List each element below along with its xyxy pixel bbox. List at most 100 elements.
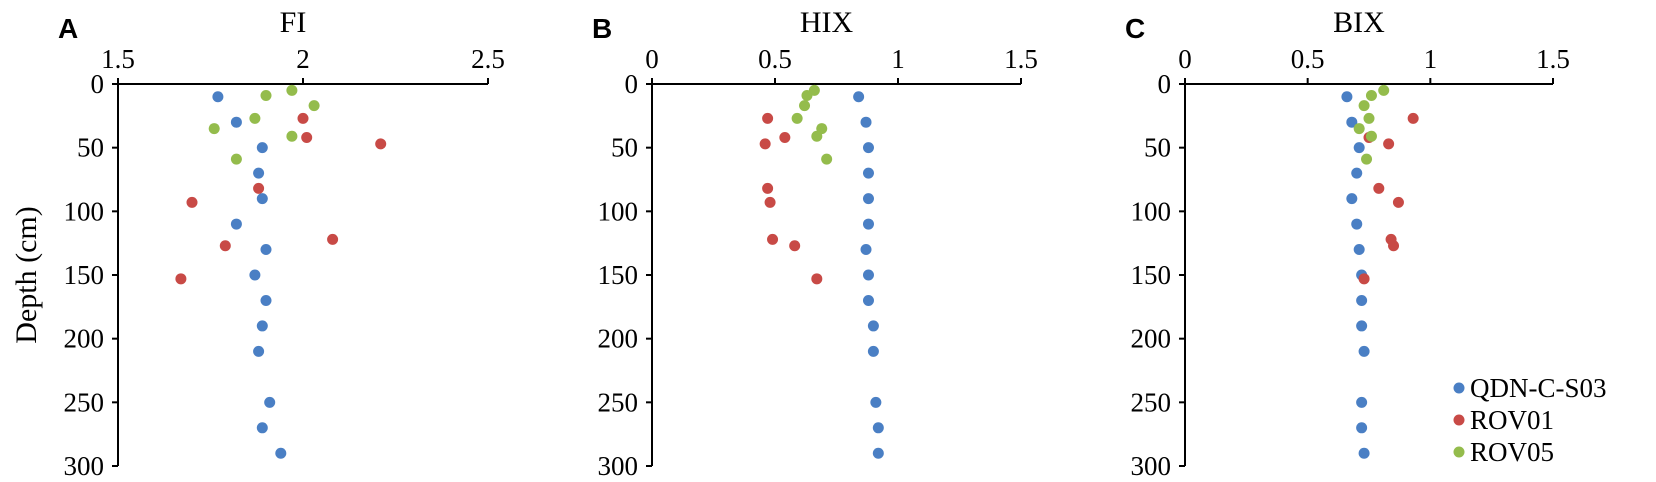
- data-point: [1346, 193, 1358, 205]
- data-point: [375, 138, 387, 150]
- data-point: [208, 123, 220, 135]
- y-tick-label: 100: [64, 196, 105, 226]
- data-point: [872, 422, 884, 434]
- x-tick-label: 1.5: [1536, 44, 1570, 74]
- series-rov05: [1353, 84, 1390, 165]
- data-point: [1365, 130, 1377, 142]
- y-tick-label: 200: [64, 324, 105, 354]
- data-point: [1358, 273, 1370, 285]
- y-tick-label: 250: [598, 387, 639, 417]
- data-point: [862, 218, 874, 230]
- data-point: [1373, 182, 1385, 194]
- data-point: [811, 273, 823, 285]
- x-tick-label: 0: [1178, 44, 1192, 74]
- data-point: [872, 447, 884, 459]
- legend-marker: [1453, 446, 1465, 458]
- data-point: [853, 91, 865, 103]
- data-point: [1388, 240, 1400, 252]
- y-tick-label: 300: [64, 451, 105, 481]
- panel-letter: C: [1125, 13, 1145, 44]
- data-point: [1353, 142, 1365, 154]
- series-qdn-c-s03: [853, 91, 884, 459]
- data-point: [1351, 218, 1363, 230]
- data-point: [1365, 89, 1377, 101]
- data-point: [286, 84, 298, 96]
- series-rov05: [791, 84, 833, 165]
- data-point: [1346, 116, 1358, 128]
- data-point: [1341, 91, 1353, 103]
- y-tick-label: 150: [1131, 260, 1172, 290]
- data-point: [1378, 84, 1390, 96]
- data-point: [260, 294, 272, 306]
- data-point: [862, 167, 874, 179]
- data-point: [264, 396, 276, 408]
- data-point: [1356, 422, 1368, 434]
- data-point: [327, 233, 339, 245]
- data-point: [297, 112, 309, 124]
- panel-c: C BIX 0 0.5 1 1.5 0 50 100 150 200 250 300: [1125, 6, 1570, 481]
- data-point: [1356, 294, 1368, 306]
- data-point: [249, 112, 261, 124]
- data-point: [860, 244, 872, 256]
- data-point: [862, 269, 874, 281]
- data-point: [762, 182, 774, 194]
- data-point: [799, 100, 811, 112]
- data-point: [1351, 167, 1363, 179]
- y-tick-label: 150: [598, 260, 639, 290]
- y-tick-label: 50: [1144, 133, 1171, 163]
- data-point: [212, 91, 224, 103]
- data-point: [253, 182, 265, 194]
- data-point: [1356, 396, 1368, 408]
- y-tick-label: 150: [64, 260, 105, 290]
- data-point: [860, 116, 872, 128]
- series-rov01: [759, 112, 823, 285]
- data-point: [862, 142, 874, 154]
- legend-label: QDN-C-S03: [1470, 373, 1607, 403]
- y-axis-label: Depth (cm): [10, 206, 43, 343]
- data-point: [791, 112, 803, 124]
- data-point: [1392, 196, 1404, 208]
- series-qdn-c-s03: [212, 91, 287, 459]
- data-point: [256, 422, 268, 434]
- y-tick-label: 200: [1131, 324, 1172, 354]
- data-point: [275, 447, 287, 459]
- panel-title: HIX: [800, 6, 854, 39]
- y-tick-label: 200: [598, 324, 639, 354]
- panel-a: A FI 1.5 2 2.5 0 50 100 150 200 250 300: [58, 6, 505, 481]
- panel-title: BIX: [1333, 6, 1385, 39]
- legend-marker: [1453, 382, 1465, 394]
- data-point: [1361, 153, 1373, 165]
- x-tick-label: 0.5: [1291, 44, 1325, 74]
- data-point: [186, 196, 198, 208]
- data-point: [779, 131, 791, 143]
- x-tick-label: 2: [296, 44, 310, 74]
- legend-label: ROV01: [1470, 405, 1554, 435]
- data-point: [811, 130, 823, 142]
- data-point: [256, 193, 268, 205]
- data-point: [862, 294, 874, 306]
- data-point: [256, 320, 268, 332]
- data-point: [1356, 320, 1368, 332]
- data-point: [1363, 112, 1375, 124]
- panel-letter: A: [58, 13, 78, 44]
- data-point: [219, 240, 231, 252]
- y-tick-label: 250: [1131, 387, 1172, 417]
- y-tick-label: 100: [1131, 196, 1172, 226]
- data-point: [249, 269, 261, 281]
- data-point: [260, 244, 272, 256]
- y-tick-label: 250: [64, 387, 105, 417]
- series-rov01: [175, 112, 387, 285]
- x-tick-label: 1.5: [1004, 44, 1038, 74]
- y-tick-label: 300: [598, 451, 639, 481]
- data-point: [862, 193, 874, 205]
- data-point: [759, 138, 771, 150]
- series-rov05: [208, 84, 320, 165]
- data-point: [870, 396, 882, 408]
- data-point: [789, 240, 801, 252]
- data-point: [230, 116, 242, 128]
- data-point: [1383, 138, 1395, 150]
- data-point: [801, 89, 813, 101]
- data-point: [256, 142, 268, 154]
- data-point: [175, 273, 187, 285]
